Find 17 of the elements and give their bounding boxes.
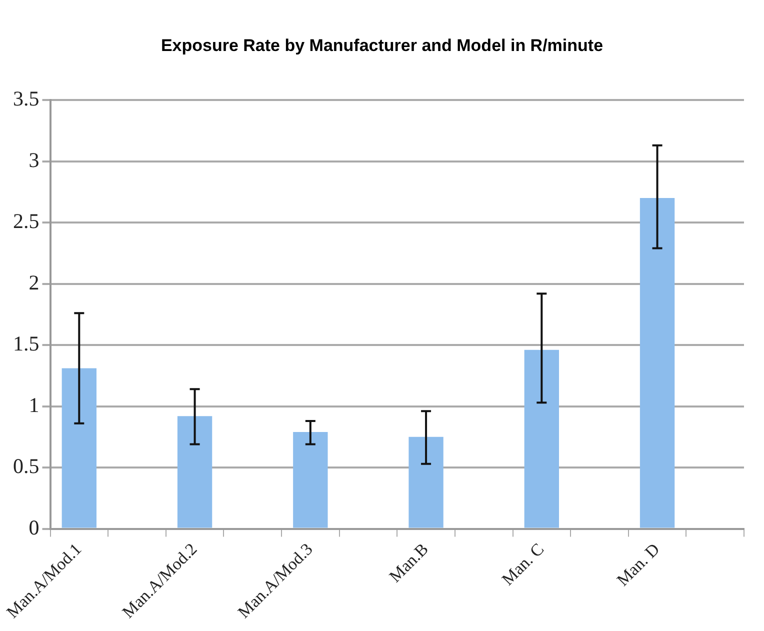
bar xyxy=(524,350,559,528)
chart-title: Exposure Rate by Manufacturer and Model in R/minute xyxy=(160,36,604,56)
bar xyxy=(293,432,328,528)
y-tick-label: 3.5 xyxy=(13,86,40,111)
x-tick-label: Man. C xyxy=(498,540,548,590)
y-tick-label: 0.5 xyxy=(13,454,40,478)
x-tick-label: Man. D xyxy=(613,540,664,590)
y-tick-label: 1 xyxy=(28,392,40,417)
y-tick-label: 2.5 xyxy=(13,209,40,234)
bar xyxy=(408,436,444,528)
bar xyxy=(177,416,212,528)
y-tick-label: 3 xyxy=(28,148,40,172)
y-tick-label: 0 xyxy=(28,515,40,540)
bar xyxy=(640,198,675,528)
y-tick-label: 1.5 xyxy=(13,332,40,356)
y-tick-label: 2 xyxy=(28,270,40,294)
bar xyxy=(62,368,96,528)
